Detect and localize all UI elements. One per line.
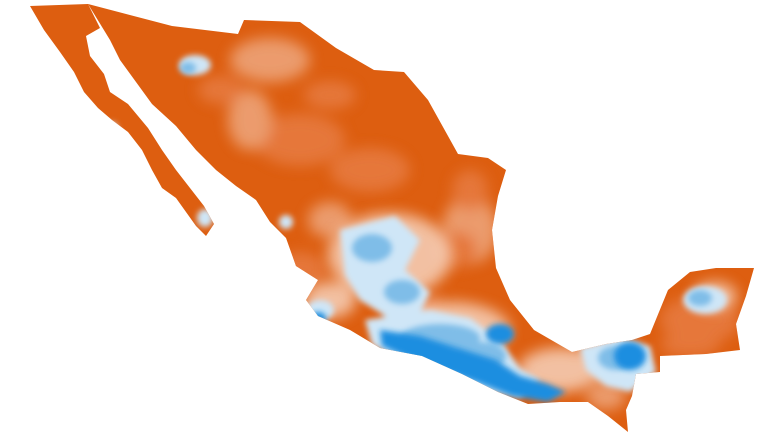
light-orange-patches (198, 38, 740, 410)
